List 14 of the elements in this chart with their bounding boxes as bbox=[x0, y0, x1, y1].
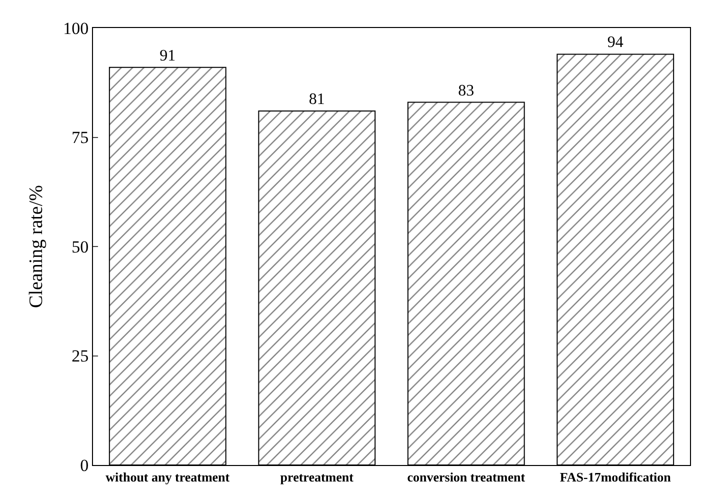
x-tick-label: conversion treatment bbox=[407, 470, 526, 485]
data-label: 81 bbox=[308, 91, 325, 108]
y-tick-label: 0 bbox=[80, 456, 89, 475]
y-tick-label: 25 bbox=[72, 346, 89, 366]
y-tick-label: 75 bbox=[72, 128, 89, 148]
data-label: 94 bbox=[607, 34, 624, 52]
x-tick-label: FAS-17modification bbox=[560, 470, 672, 485]
y-axis-title: Cleaning rate/% bbox=[26, 184, 47, 308]
y-tick-label: 50 bbox=[72, 237, 89, 256]
x-tick-label: pretreatment bbox=[280, 470, 354, 485]
x-tick-label: without any treatment bbox=[106, 470, 230, 485]
data-label: 91 bbox=[160, 47, 176, 64]
data-label: 83 bbox=[458, 82, 474, 100]
y-tick-label: 100 bbox=[63, 18, 89, 38]
